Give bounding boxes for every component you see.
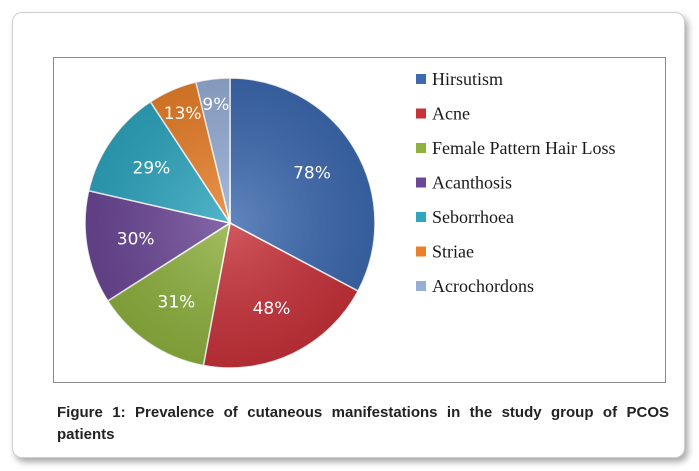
legend-swatch-striae xyxy=(416,246,426,257)
figure-card: 78% 48% 31% 30% 29% 13% 9% Hirsutism Acne Female… xyxy=(12,12,685,458)
legend-swatch-acrochordons xyxy=(416,281,426,291)
chart-frame: 78% 48% 31% 30% 29% 13% 9% Hirsutism Acne Female… xyxy=(53,57,666,383)
data-label-striae: 13% xyxy=(164,104,202,124)
data-label-female-pattern-hair-loss: 31% xyxy=(158,292,196,312)
pie-chart: 78% 48% 31% 30% 29% 13% 9% Hirsutism Acne Female… xyxy=(84,69,615,369)
legend-swatch-female-pattern-hair-loss xyxy=(416,143,426,153)
legend-label-seborrhoea: Seborrhoea xyxy=(432,207,514,227)
data-label-acanthosis: 30% xyxy=(117,229,155,249)
legend-swatch-acanthosis xyxy=(416,177,426,188)
legend-label-acrochordons: Acrochordons xyxy=(432,276,534,296)
legend-swatch-acne xyxy=(416,108,426,119)
legend-label-female-pattern-hair-loss: Female Pattern Hair Loss xyxy=(432,138,615,158)
data-label-hirsutism: 78% xyxy=(293,164,331,184)
legend-swatch-seborrhoea xyxy=(416,212,426,222)
legend-swatch-hirsutism xyxy=(416,74,426,84)
pie-data-labels: 78% 48% 31% 30% 29% 13% 9% xyxy=(117,95,331,319)
legend-label-acne: Acne xyxy=(432,104,470,124)
data-label-acne: 48% xyxy=(253,299,291,319)
figure-caption: Figure 1: Prevalence of cutaneous manife… xyxy=(57,404,669,443)
pie-slices xyxy=(84,77,376,369)
chart-legend: Hirsutism Acne Female Pattern Hair Loss Aca… xyxy=(416,69,615,296)
legend-label-striae: Striae xyxy=(432,242,474,262)
legend-label-acanthosis: Acanthosis xyxy=(432,173,512,193)
data-label-acrochordons: 9% xyxy=(202,95,229,115)
legend-label-hirsutism: Hirsutism xyxy=(432,69,503,89)
data-label-seborrhoea: 29% xyxy=(133,158,171,178)
